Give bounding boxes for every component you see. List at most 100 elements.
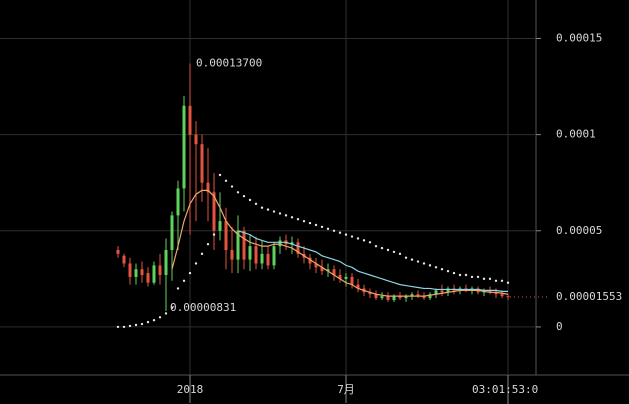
sar-dot — [344, 233, 348, 236]
candle-body — [200, 144, 204, 183]
sar-dot — [416, 260, 420, 263]
sar-dot — [200, 252, 204, 256]
sar-dot — [386, 248, 390, 252]
candle-body — [122, 255, 126, 264]
sar-dot — [236, 191, 240, 194]
candle-body — [158, 265, 162, 275]
candle-body — [320, 267, 324, 272]
sar-dot — [326, 227, 330, 231]
sar-dot — [422, 262, 426, 265]
sar-dot — [380, 246, 384, 250]
sar-dot — [296, 218, 300, 221]
candle-body — [170, 215, 174, 250]
candle-body — [236, 230, 240, 260]
sar-dot — [194, 262, 198, 265]
low-annotation: 0.00000831 — [170, 301, 236, 314]
candle-body — [434, 290, 438, 295]
candle-body — [146, 273, 150, 283]
sar-dot — [506, 281, 510, 284]
candle-body — [140, 269, 144, 275]
sar-dot — [152, 318, 156, 322]
candle-body — [230, 250, 234, 260]
candle-body — [326, 269, 330, 272]
sar-dot — [470, 275, 474, 279]
candle-body — [494, 292, 498, 295]
sar-dot — [128, 324, 132, 328]
sar-dot — [434, 266, 438, 269]
sar-dot — [362, 239, 366, 242]
sar-dot — [218, 173, 222, 177]
sar-dot — [308, 221, 312, 225]
candle-body — [392, 296, 396, 300]
sar-dot — [482, 277, 486, 281]
y-tick-label: 0.00015 — [556, 31, 602, 44]
candle-body — [164, 250, 168, 275]
candle-body — [242, 230, 246, 260]
sar-dot — [500, 279, 504, 282]
candle-body — [182, 105, 186, 189]
candle-body — [422, 296, 426, 299]
countdown: 03:01:53:0 — [472, 383, 538, 396]
sar-dot — [410, 258, 414, 261]
sar-dot — [338, 231, 342, 234]
sar-dot — [122, 325, 126, 329]
ma-line — [237, 230, 508, 292]
sar-dot — [464, 273, 468, 277]
sar-dot — [446, 269, 450, 273]
x-tick-label: 2018 — [177, 383, 204, 396]
candle-body — [332, 269, 336, 275]
sar-dot — [182, 279, 186, 282]
sar-dot — [350, 235, 354, 238]
candle-body — [224, 221, 228, 250]
sar-dot — [452, 271, 456, 275]
sar-dot — [272, 210, 276, 213]
candle-body — [446, 288, 450, 293]
sar-dot — [368, 241, 372, 244]
high-annotation: 0.00013700 — [196, 56, 262, 69]
sar-dot — [332, 229, 336, 232]
sar-dot — [320, 225, 324, 229]
sar-dot — [458, 273, 462, 277]
candle-body — [410, 294, 414, 297]
candle-body — [266, 253, 270, 266]
sar-dot — [188, 271, 192, 275]
candle-body — [206, 182, 210, 193]
candle-body — [368, 292, 372, 295]
candle-body — [440, 290, 444, 293]
sar-dot — [314, 223, 318, 227]
sar-dot — [404, 256, 408, 259]
sar-dot — [494, 279, 498, 282]
candle-body — [398, 296, 402, 299]
sar-dot — [242, 194, 246, 198]
candle-body — [272, 246, 276, 266]
sar-dot — [134, 323, 138, 327]
sar-dot — [140, 322, 144, 326]
candle-body — [488, 290, 492, 293]
candle-body — [344, 276, 348, 279]
candle-body — [260, 253, 264, 264]
sar-dot — [170, 306, 174, 309]
candle-body — [356, 284, 360, 289]
sar-dot — [158, 316, 162, 319]
sar-dot — [230, 185, 234, 188]
sar-dot — [260, 206, 264, 209]
candle-body — [416, 294, 420, 297]
sar-dot — [224, 179, 228, 182]
sar-dot — [302, 219, 306, 223]
y-tick-label: 0 — [556, 320, 563, 333]
sar-dot — [212, 233, 216, 236]
candle-body — [338, 275, 342, 279]
sar-dot — [392, 250, 396, 254]
sar-dot — [440, 268, 444, 271]
x-tick-label: 7月 — [337, 383, 355, 396]
candle-body — [176, 188, 180, 216]
candle-body — [278, 240, 282, 247]
sar-dot — [428, 264, 432, 267]
candle-body — [290, 242, 294, 245]
candle-body — [428, 294, 432, 299]
candle-body — [116, 250, 120, 254]
sar-dot — [476, 275, 480, 279]
sar-dot — [398, 252, 402, 256]
